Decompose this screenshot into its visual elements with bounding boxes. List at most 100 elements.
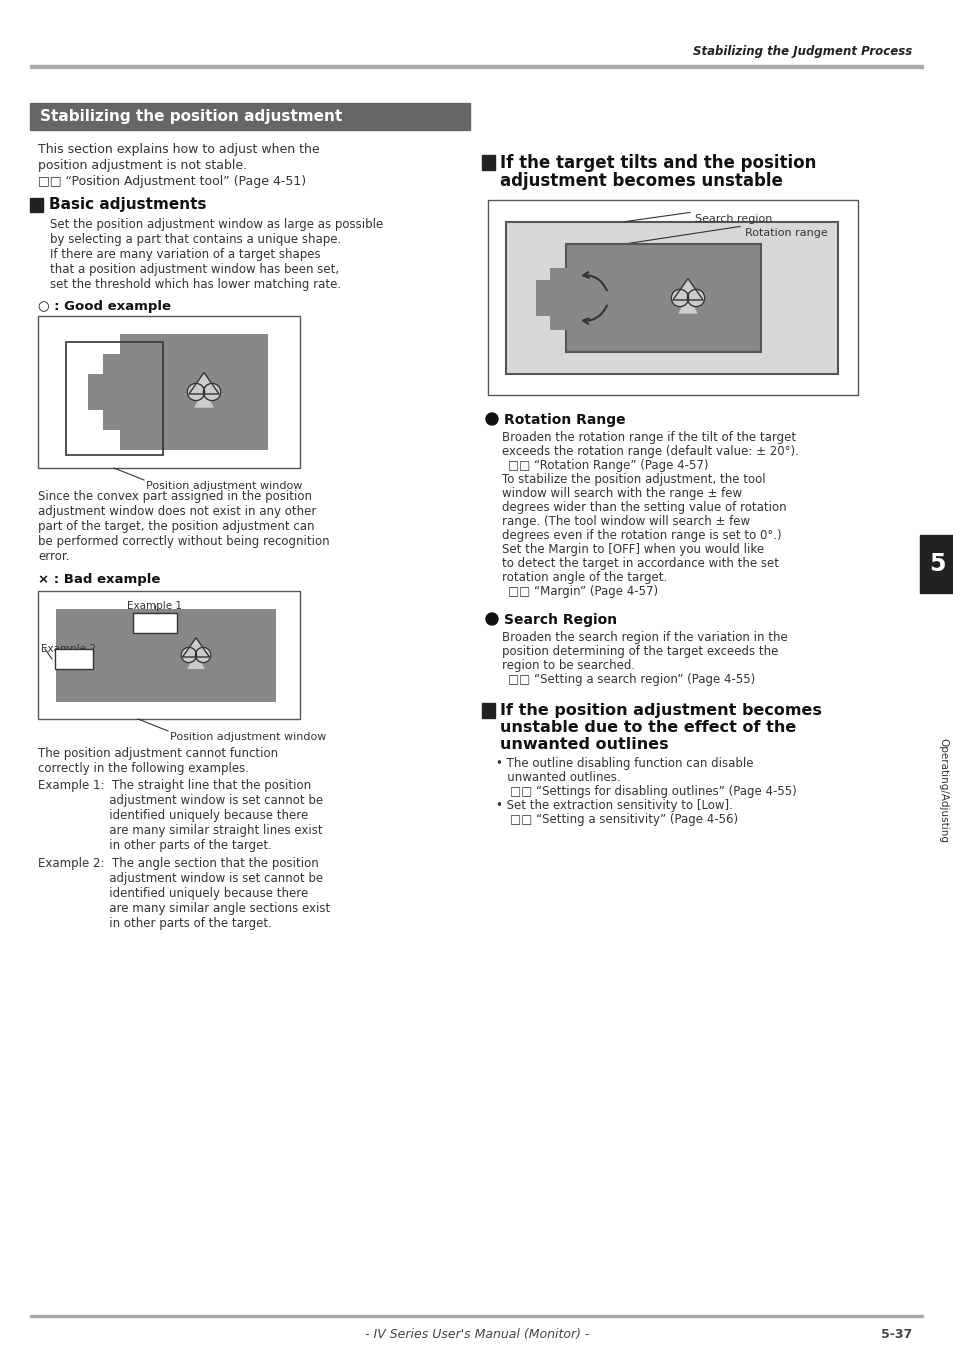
Bar bbox=[505, 222, 837, 373]
Text: to detect the target in accordance with the set: to detect the target in accordance with … bbox=[501, 557, 779, 570]
Text: Basic adjustments: Basic adjustments bbox=[49, 197, 206, 212]
Bar bbox=[132, 613, 177, 634]
Text: are many similar angle sections exist: are many similar angle sections exist bbox=[38, 902, 330, 915]
Text: part of the target, the position adjustment can: part of the target, the position adjustm… bbox=[38, 520, 314, 532]
Bar bbox=[88, 373, 138, 410]
Text: unwanted outlines.: unwanted outlines. bbox=[496, 771, 620, 785]
Bar bbox=[550, 268, 569, 282]
Circle shape bbox=[687, 290, 704, 306]
Text: The position adjustment cannot function: The position adjustment cannot function bbox=[38, 747, 278, 760]
Text: 5: 5 bbox=[928, 551, 944, 576]
Bar bbox=[536, 280, 583, 315]
Text: □□ “Rotation Range” (Page 4-57): □□ “Rotation Range” (Page 4-57) bbox=[507, 460, 708, 472]
Bar bbox=[103, 355, 123, 373]
Circle shape bbox=[485, 412, 497, 425]
Text: range. (The tool window will search ± few: range. (The tool window will search ± fe… bbox=[501, 515, 749, 528]
Bar bbox=[38, 590, 299, 718]
Text: - IV Series User's Manual (Monitor) -: - IV Series User's Manual (Monitor) - bbox=[364, 1328, 589, 1341]
Text: Broaden the rotation range if the tilt of the target: Broaden the rotation range if the tilt o… bbox=[501, 431, 796, 443]
Text: If the position adjustment becomes: If the position adjustment becomes bbox=[499, 704, 821, 718]
Text: adjustment window is set cannot be: adjustment window is set cannot be bbox=[38, 794, 323, 807]
Circle shape bbox=[485, 613, 497, 625]
Text: Rotation Range: Rotation Range bbox=[503, 412, 625, 427]
Polygon shape bbox=[182, 638, 210, 655]
Bar bbox=[565, 244, 760, 352]
Bar bbox=[30, 1316, 923, 1317]
Bar bbox=[56, 609, 275, 702]
Text: Example 1: Example 1 bbox=[128, 601, 182, 611]
Bar bbox=[103, 410, 123, 430]
Text: correctly in the following examples.: correctly in the following examples. bbox=[38, 762, 249, 775]
Polygon shape bbox=[187, 659, 205, 669]
Text: identified uniquely because there: identified uniquely because there bbox=[38, 809, 308, 822]
Bar bbox=[481, 155, 495, 170]
Text: set the threshold which has lower matching rate.: set the threshold which has lower matchi… bbox=[50, 278, 341, 291]
Text: 5-37: 5-37 bbox=[880, 1328, 911, 1341]
Text: Example 2:  The angle section that the position: Example 2: The angle section that the po… bbox=[38, 857, 318, 869]
Text: in other parts of the target.: in other parts of the target. bbox=[38, 917, 272, 930]
Text: error.: error. bbox=[38, 550, 70, 563]
Text: □□ “Position Adjustment tool” (Page 4-51): □□ “Position Adjustment tool” (Page 4-51… bbox=[38, 175, 306, 187]
Circle shape bbox=[671, 290, 688, 306]
Text: that a position adjustment window has been set,: that a position adjustment window has be… bbox=[50, 263, 338, 276]
Text: rotation angle of the target.: rotation angle of the target. bbox=[501, 572, 666, 584]
Polygon shape bbox=[189, 372, 219, 392]
Text: Stabilizing the position adjustment: Stabilizing the position adjustment bbox=[40, 109, 342, 124]
Text: unwanted outlines: unwanted outlines bbox=[499, 737, 668, 752]
Text: Example 1:  The straight line that the position: Example 1: The straight line that the po… bbox=[38, 779, 311, 793]
Text: degrees even if the rotation range is set to 0°.): degrees even if the rotation range is se… bbox=[501, 528, 781, 542]
Text: To stabilize the position adjustment, the tool: To stabilize the position adjustment, th… bbox=[501, 473, 765, 487]
Text: adjustment window is set cannot be: adjustment window is set cannot be bbox=[38, 872, 323, 886]
Text: If the target tilts and the position: If the target tilts and the position bbox=[499, 154, 816, 173]
Text: × : Bad example: × : Bad example bbox=[38, 573, 160, 586]
Bar bbox=[30, 102, 470, 129]
Text: Since the convex part assigned in the position: Since the convex part assigned in the po… bbox=[38, 491, 312, 503]
Text: Rotation range: Rotation range bbox=[744, 228, 827, 239]
Bar bbox=[30, 198, 43, 212]
Text: □□ “Settings for disabling outlines” (Page 4-55): □□ “Settings for disabling outlines” (Pa… bbox=[510, 785, 796, 798]
Bar bbox=[55, 648, 92, 669]
Text: identified uniquely because there: identified uniquely because there bbox=[38, 887, 308, 900]
Text: If there are many variation of a target shapes: If there are many variation of a target … bbox=[50, 248, 320, 262]
Text: window will search with the range ± few: window will search with the range ± few bbox=[501, 487, 741, 500]
Text: ○ : Good example: ○ : Good example bbox=[38, 301, 171, 313]
Text: This section explains how to adjust when the: This section explains how to adjust when… bbox=[38, 143, 319, 156]
Text: by selecting a part that contains a unique shape.: by selecting a part that contains a uniq… bbox=[50, 233, 341, 245]
Text: Operating/Adjusting: Operating/Adjusting bbox=[937, 737, 947, 842]
Text: Position adjustment window: Position adjustment window bbox=[170, 732, 326, 741]
Bar bbox=[38, 315, 299, 468]
Text: Set the Margin to [OFF] when you would like: Set the Margin to [OFF] when you would l… bbox=[501, 543, 763, 555]
Bar bbox=[481, 704, 495, 718]
Circle shape bbox=[181, 647, 196, 663]
Bar bbox=[550, 315, 569, 330]
Text: are many similar straight lines exist: are many similar straight lines exist bbox=[38, 824, 322, 837]
Text: in other parts of the target.: in other parts of the target. bbox=[38, 838, 272, 852]
Bar bbox=[66, 342, 163, 456]
Polygon shape bbox=[672, 279, 702, 298]
Text: Search Region: Search Region bbox=[503, 613, 617, 627]
Bar bbox=[120, 334, 268, 450]
Text: Stabilizing the Judgment Process: Stabilizing the Judgment Process bbox=[692, 46, 911, 58]
Text: Broaden the search region if the variation in the: Broaden the search region if the variati… bbox=[501, 631, 787, 644]
Text: unstable due to the effect of the: unstable due to the effect of the bbox=[499, 720, 796, 735]
Circle shape bbox=[195, 647, 211, 663]
Text: be performed correctly without being recognition: be performed correctly without being rec… bbox=[38, 535, 330, 549]
Text: □□ “Margin” (Page 4-57): □□ “Margin” (Page 4-57) bbox=[507, 585, 658, 599]
Text: • Set the extraction sensitivity to [Low].: • Set the extraction sensitivity to [Low… bbox=[496, 799, 732, 811]
Bar bbox=[488, 200, 857, 395]
Circle shape bbox=[187, 383, 204, 400]
Text: adjustment window does not exist in any other: adjustment window does not exist in any … bbox=[38, 506, 316, 518]
Text: • The outline disabling function can disable: • The outline disabling function can dis… bbox=[496, 758, 753, 770]
Bar bbox=[919, 535, 953, 593]
Text: □□ “Setting a sensitivity” (Page 4-56): □□ “Setting a sensitivity” (Page 4-56) bbox=[510, 813, 738, 826]
Bar bbox=[30, 65, 923, 67]
Text: Set the position adjustment window as large as possible: Set the position adjustment window as la… bbox=[50, 218, 383, 231]
Text: □□ “Setting a search region” (Page 4-55): □□ “Setting a search region” (Page 4-55) bbox=[507, 673, 755, 686]
Text: position adjustment is not stable.: position adjustment is not stable. bbox=[38, 159, 247, 173]
Text: region to be searched.: region to be searched. bbox=[501, 659, 635, 673]
Text: position determining of the target exceeds the: position determining of the target excee… bbox=[501, 644, 778, 658]
Polygon shape bbox=[194, 396, 213, 407]
Text: Example 2: Example 2 bbox=[41, 644, 96, 654]
Text: Search region: Search region bbox=[695, 214, 772, 224]
Text: exceeds the rotation range (default value: ± 20°).: exceeds the rotation range (default valu… bbox=[501, 445, 798, 458]
